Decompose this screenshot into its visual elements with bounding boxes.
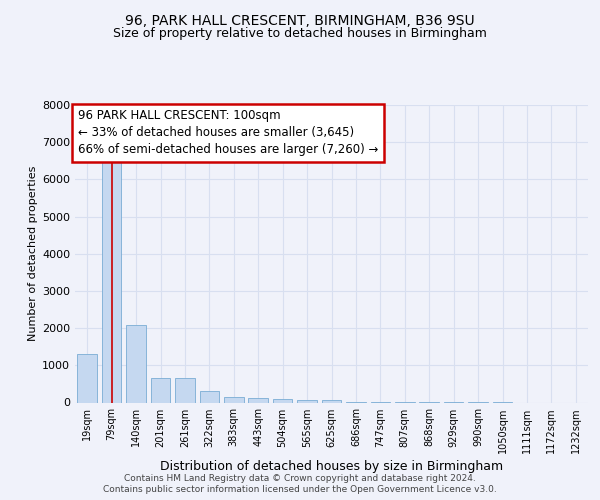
Text: Contains HM Land Registry data © Crown copyright and database right 2024.: Contains HM Land Registry data © Crown c…	[124, 474, 476, 483]
Bar	[127, 325, 146, 402]
Bar	[248, 398, 268, 402]
Bar	[322, 400, 341, 402]
Text: 96, PARK HALL CRESCENT, BIRMINGHAM, B36 9SU: 96, PARK HALL CRESCENT, BIRMINGHAM, B36 …	[125, 14, 475, 28]
Text: 96 PARK HALL CRESCENT: 100sqm
← 33% of detached houses are smaller (3,645)
66% o: 96 PARK HALL CRESCENT: 100sqm ← 33% of d…	[77, 110, 378, 156]
Bar	[77, 354, 97, 403]
Bar	[297, 400, 317, 402]
Bar	[151, 378, 170, 402]
Text: Contains public sector information licensed under the Open Government Licence v3: Contains public sector information licen…	[103, 485, 497, 494]
Bar	[175, 378, 194, 402]
Bar	[200, 391, 219, 402]
Bar	[273, 400, 292, 402]
Text: Size of property relative to detached houses in Birmingham: Size of property relative to detached ho…	[113, 28, 487, 40]
Y-axis label: Number of detached properties: Number of detached properties	[28, 166, 38, 342]
Bar	[102, 157, 121, 402]
X-axis label: Distribution of detached houses by size in Birmingham: Distribution of detached houses by size …	[160, 460, 503, 473]
Bar	[224, 396, 244, 402]
